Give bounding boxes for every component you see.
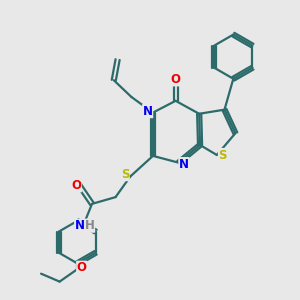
Text: O: O [171,73,181,86]
Text: N: N [142,105,153,118]
Text: S: S [218,148,227,161]
Text: N: N [75,219,85,232]
Text: S: S [121,168,129,181]
Text: N: N [179,158,189,171]
Text: H: H [85,219,94,232]
Text: O: O [77,261,87,274]
Text: O: O [71,179,81,192]
